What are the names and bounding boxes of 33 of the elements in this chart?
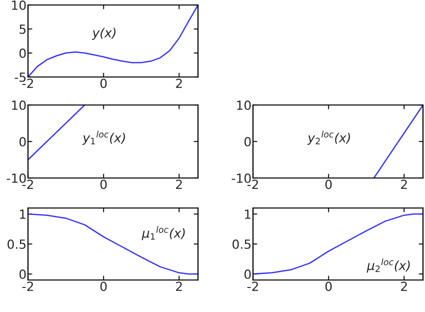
y-tick-label: 10 — [237, 100, 251, 110]
annotation: μ$_{1}$$^{loc}$(x) — [142, 226, 185, 240]
y-tick-label: 10 — [12, 100, 26, 110]
y-tick-label: 0 — [19, 269, 26, 279]
y-tick-label: 0 — [244, 269, 251, 279]
annotation: y(x) — [92, 28, 116, 40]
annotation: y$_{1}$$^{loc}$(x) — [82, 130, 125, 145]
x-tick-label: -2 — [22, 282, 33, 291]
y-tick-label: 5 — [20, 24, 26, 34]
y-tick-label: 0 — [244, 136, 251, 146]
x-tick-label: 2 — [176, 282, 182, 291]
y-tick-label: 0.5 — [8, 239, 26, 249]
x-tick-label: 0 — [100, 180, 107, 190]
x-tick-label: 2 — [401, 282, 407, 291]
x-tick-label: 2 — [176, 180, 182, 189]
annotation: μ$_{2}$$^{loc}$(x) — [366, 258, 410, 273]
y-tick-label: 0 — [19, 48, 26, 58]
x-tick-label: 0 — [100, 282, 107, 292]
x-tick-label: 2 — [401, 180, 407, 189]
x-tick-label: -2 — [247, 282, 258, 291]
y-tick-label: 1 — [20, 210, 26, 219]
line-series — [28, 5, 198, 77]
x-tick-label: 0 — [325, 282, 332, 292]
x-tick-label: 0 — [325, 180, 332, 190]
x-tick-label: 0 — [100, 78, 107, 88]
line-series — [28, 213, 198, 275]
annotation: y$_{2}$$^{loc}$(x) — [307, 130, 350, 145]
y-tick-label: 0 — [19, 136, 26, 146]
y-tick-label: 10 — [12, 0, 26, 10]
y-tick-label: 0.5 — [232, 239, 251, 249]
x-tick-label: 2 — [176, 78, 182, 88]
line-series — [253, 213, 423, 275]
y-tick-label: 1 — [245, 210, 250, 219]
